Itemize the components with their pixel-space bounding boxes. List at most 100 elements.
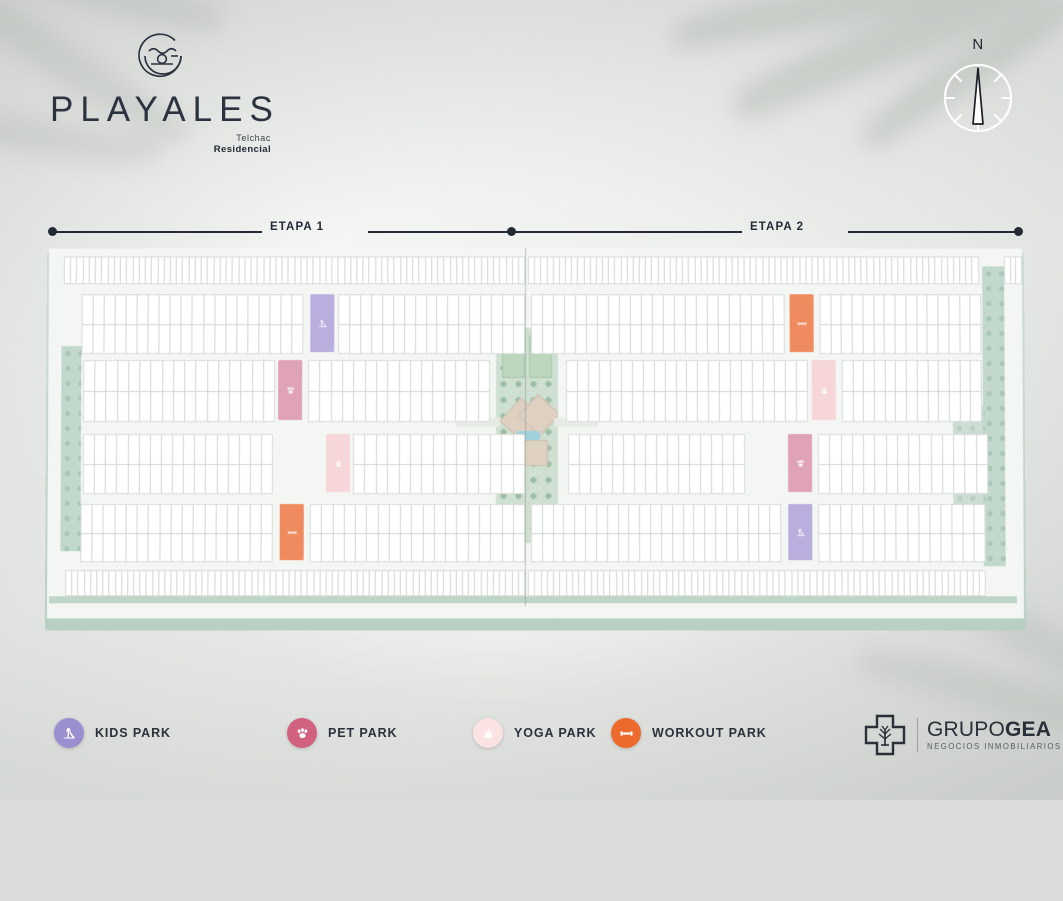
lot-column[interactable] bbox=[371, 295, 384, 354]
lot-parcel[interactable] bbox=[623, 571, 628, 595]
lot-parcel[interactable] bbox=[400, 465, 410, 494]
lot-parcel[interactable] bbox=[601, 435, 613, 465]
lot-parcel[interactable] bbox=[401, 257, 406, 283]
lot-parcel[interactable] bbox=[514, 325, 524, 353]
lot-column[interactable] bbox=[339, 295, 351, 354]
site-plan-map[interactable] bbox=[44, 248, 1027, 631]
lot-column[interactable] bbox=[716, 505, 728, 562]
lot-column[interactable] bbox=[709, 361, 721, 422]
lot-parcel[interactable] bbox=[401, 534, 411, 562]
lot-parcel[interactable] bbox=[85, 571, 90, 595]
lot-column[interactable] bbox=[151, 361, 163, 422]
lot-parcel[interactable] bbox=[564, 295, 575, 325]
legend-item-workout-park[interactable]: WORKOUT PARK bbox=[611, 718, 767, 748]
lot-column[interactable] bbox=[643, 361, 655, 422]
lot-parcel[interactable] bbox=[654, 361, 665, 392]
lot-column[interactable] bbox=[281, 295, 293, 354]
lot-parcel[interactable] bbox=[163, 392, 173, 421]
lot-parcel[interactable] bbox=[740, 295, 751, 325]
lot-parcel[interactable] bbox=[930, 571, 935, 595]
lot-column[interactable] bbox=[928, 361, 940, 422]
lot-column[interactable] bbox=[263, 361, 275, 421]
lot-column[interactable] bbox=[731, 361, 743, 422]
lot-column[interactable] bbox=[938, 361, 950, 422]
lot-parcel[interactable] bbox=[967, 571, 972, 595]
lot-parcel[interactable] bbox=[862, 257, 867, 283]
lot-parcel[interactable] bbox=[427, 325, 437, 353]
lot-parcel[interactable] bbox=[350, 295, 361, 325]
lot-parcel[interactable] bbox=[591, 257, 596, 283]
lot-parcel[interactable] bbox=[634, 435, 646, 465]
lot-parcel[interactable] bbox=[849, 257, 854, 283]
lot-parcel[interactable] bbox=[667, 571, 672, 595]
lot-parcel[interactable] bbox=[226, 325, 236, 353]
lot-parcel[interactable] bbox=[326, 571, 331, 595]
lot-parcel[interactable] bbox=[292, 325, 302, 353]
lot-parcel[interactable] bbox=[339, 571, 344, 595]
lot-parcel[interactable] bbox=[949, 361, 960, 392]
lot-parcel[interactable] bbox=[970, 295, 981, 325]
lot-parcel[interactable] bbox=[674, 295, 685, 325]
lot-column[interactable] bbox=[938, 295, 950, 354]
lot-parcel[interactable] bbox=[905, 257, 910, 283]
lot-parcel[interactable] bbox=[961, 571, 966, 595]
lot-parcel[interactable] bbox=[819, 465, 829, 494]
lot-parcel[interactable] bbox=[821, 325, 831, 353]
lot-parcel[interactable] bbox=[491, 505, 502, 534]
amenity-yoga-park-1[interactable] bbox=[811, 360, 836, 421]
lot-parcel[interactable] bbox=[917, 257, 922, 283]
lot-column[interactable] bbox=[630, 295, 642, 354]
lot-column[interactable] bbox=[247, 295, 260, 354]
lot-column[interactable] bbox=[181, 295, 194, 354]
lot-parcel[interactable] bbox=[603, 257, 608, 283]
lot-parcel[interactable] bbox=[162, 361, 174, 392]
lot-parcel[interactable] bbox=[652, 295, 663, 325]
lot-parcel[interactable] bbox=[507, 257, 512, 283]
lot-parcel[interactable] bbox=[354, 361, 365, 392]
legend-item-pet-park[interactable]: PET PARK bbox=[287, 718, 397, 748]
lot-column[interactable] bbox=[192, 295, 205, 354]
lot-parcel[interactable] bbox=[390, 534, 400, 562]
lot-parcel[interactable] bbox=[597, 295, 608, 325]
lot-column[interactable] bbox=[106, 361, 119, 422]
lot-parcel[interactable] bbox=[370, 571, 375, 595]
lot-parcel[interactable] bbox=[228, 534, 238, 562]
lot-parcel[interactable] bbox=[757, 257, 762, 283]
lot-parcel[interactable] bbox=[95, 465, 105, 494]
lot-column[interactable] bbox=[884, 295, 896, 354]
lot-column[interactable] bbox=[382, 295, 394, 354]
lot-parcel[interactable] bbox=[597, 257, 602, 283]
lot-column[interactable] bbox=[785, 361, 797, 422]
lot-parcel[interactable] bbox=[578, 392, 588, 421]
lot-parcel[interactable] bbox=[769, 257, 774, 283]
lot-parcel[interactable] bbox=[82, 325, 92, 353]
lot-parcel[interactable] bbox=[233, 571, 238, 595]
lot-parcel[interactable] bbox=[651, 505, 662, 534]
lot-parcel[interactable] bbox=[729, 571, 734, 595]
lot-parcel[interactable] bbox=[716, 534, 726, 562]
lot-column[interactable] bbox=[170, 295, 183, 354]
lot-parcel[interactable] bbox=[117, 465, 127, 494]
lot-parcel[interactable] bbox=[432, 257, 437, 283]
lot-parcel[interactable] bbox=[689, 435, 701, 465]
lot-block-row2-d[interactable] bbox=[841, 360, 982, 423]
lot-column[interactable] bbox=[193, 505, 206, 562]
lot-parcel[interactable] bbox=[848, 571, 853, 595]
lot-parcel[interactable] bbox=[685, 295, 696, 325]
lot-parcel[interactable] bbox=[907, 505, 919, 534]
lot-column[interactable] bbox=[852, 505, 864, 562]
lot-parcel[interactable] bbox=[435, 534, 445, 562]
lot-parcel[interactable] bbox=[514, 465, 524, 494]
lot-parcel[interactable] bbox=[227, 505, 239, 534]
lot-column[interactable] bbox=[694, 505, 706, 562]
lot-parcel[interactable] bbox=[320, 361, 331, 392]
lot-parcel[interactable] bbox=[457, 257, 462, 283]
lot-parcel[interactable] bbox=[122, 571, 127, 595]
lot-parcel[interactable] bbox=[632, 361, 643, 392]
lot-parcel[interactable] bbox=[820, 295, 831, 325]
lot-parcel[interactable] bbox=[479, 505, 491, 534]
lot-parcel[interactable] bbox=[923, 257, 928, 283]
lot-column[interactable] bbox=[652, 295, 664, 354]
lot-parcel[interactable] bbox=[554, 257, 559, 283]
lot-column[interactable] bbox=[412, 505, 424, 562]
